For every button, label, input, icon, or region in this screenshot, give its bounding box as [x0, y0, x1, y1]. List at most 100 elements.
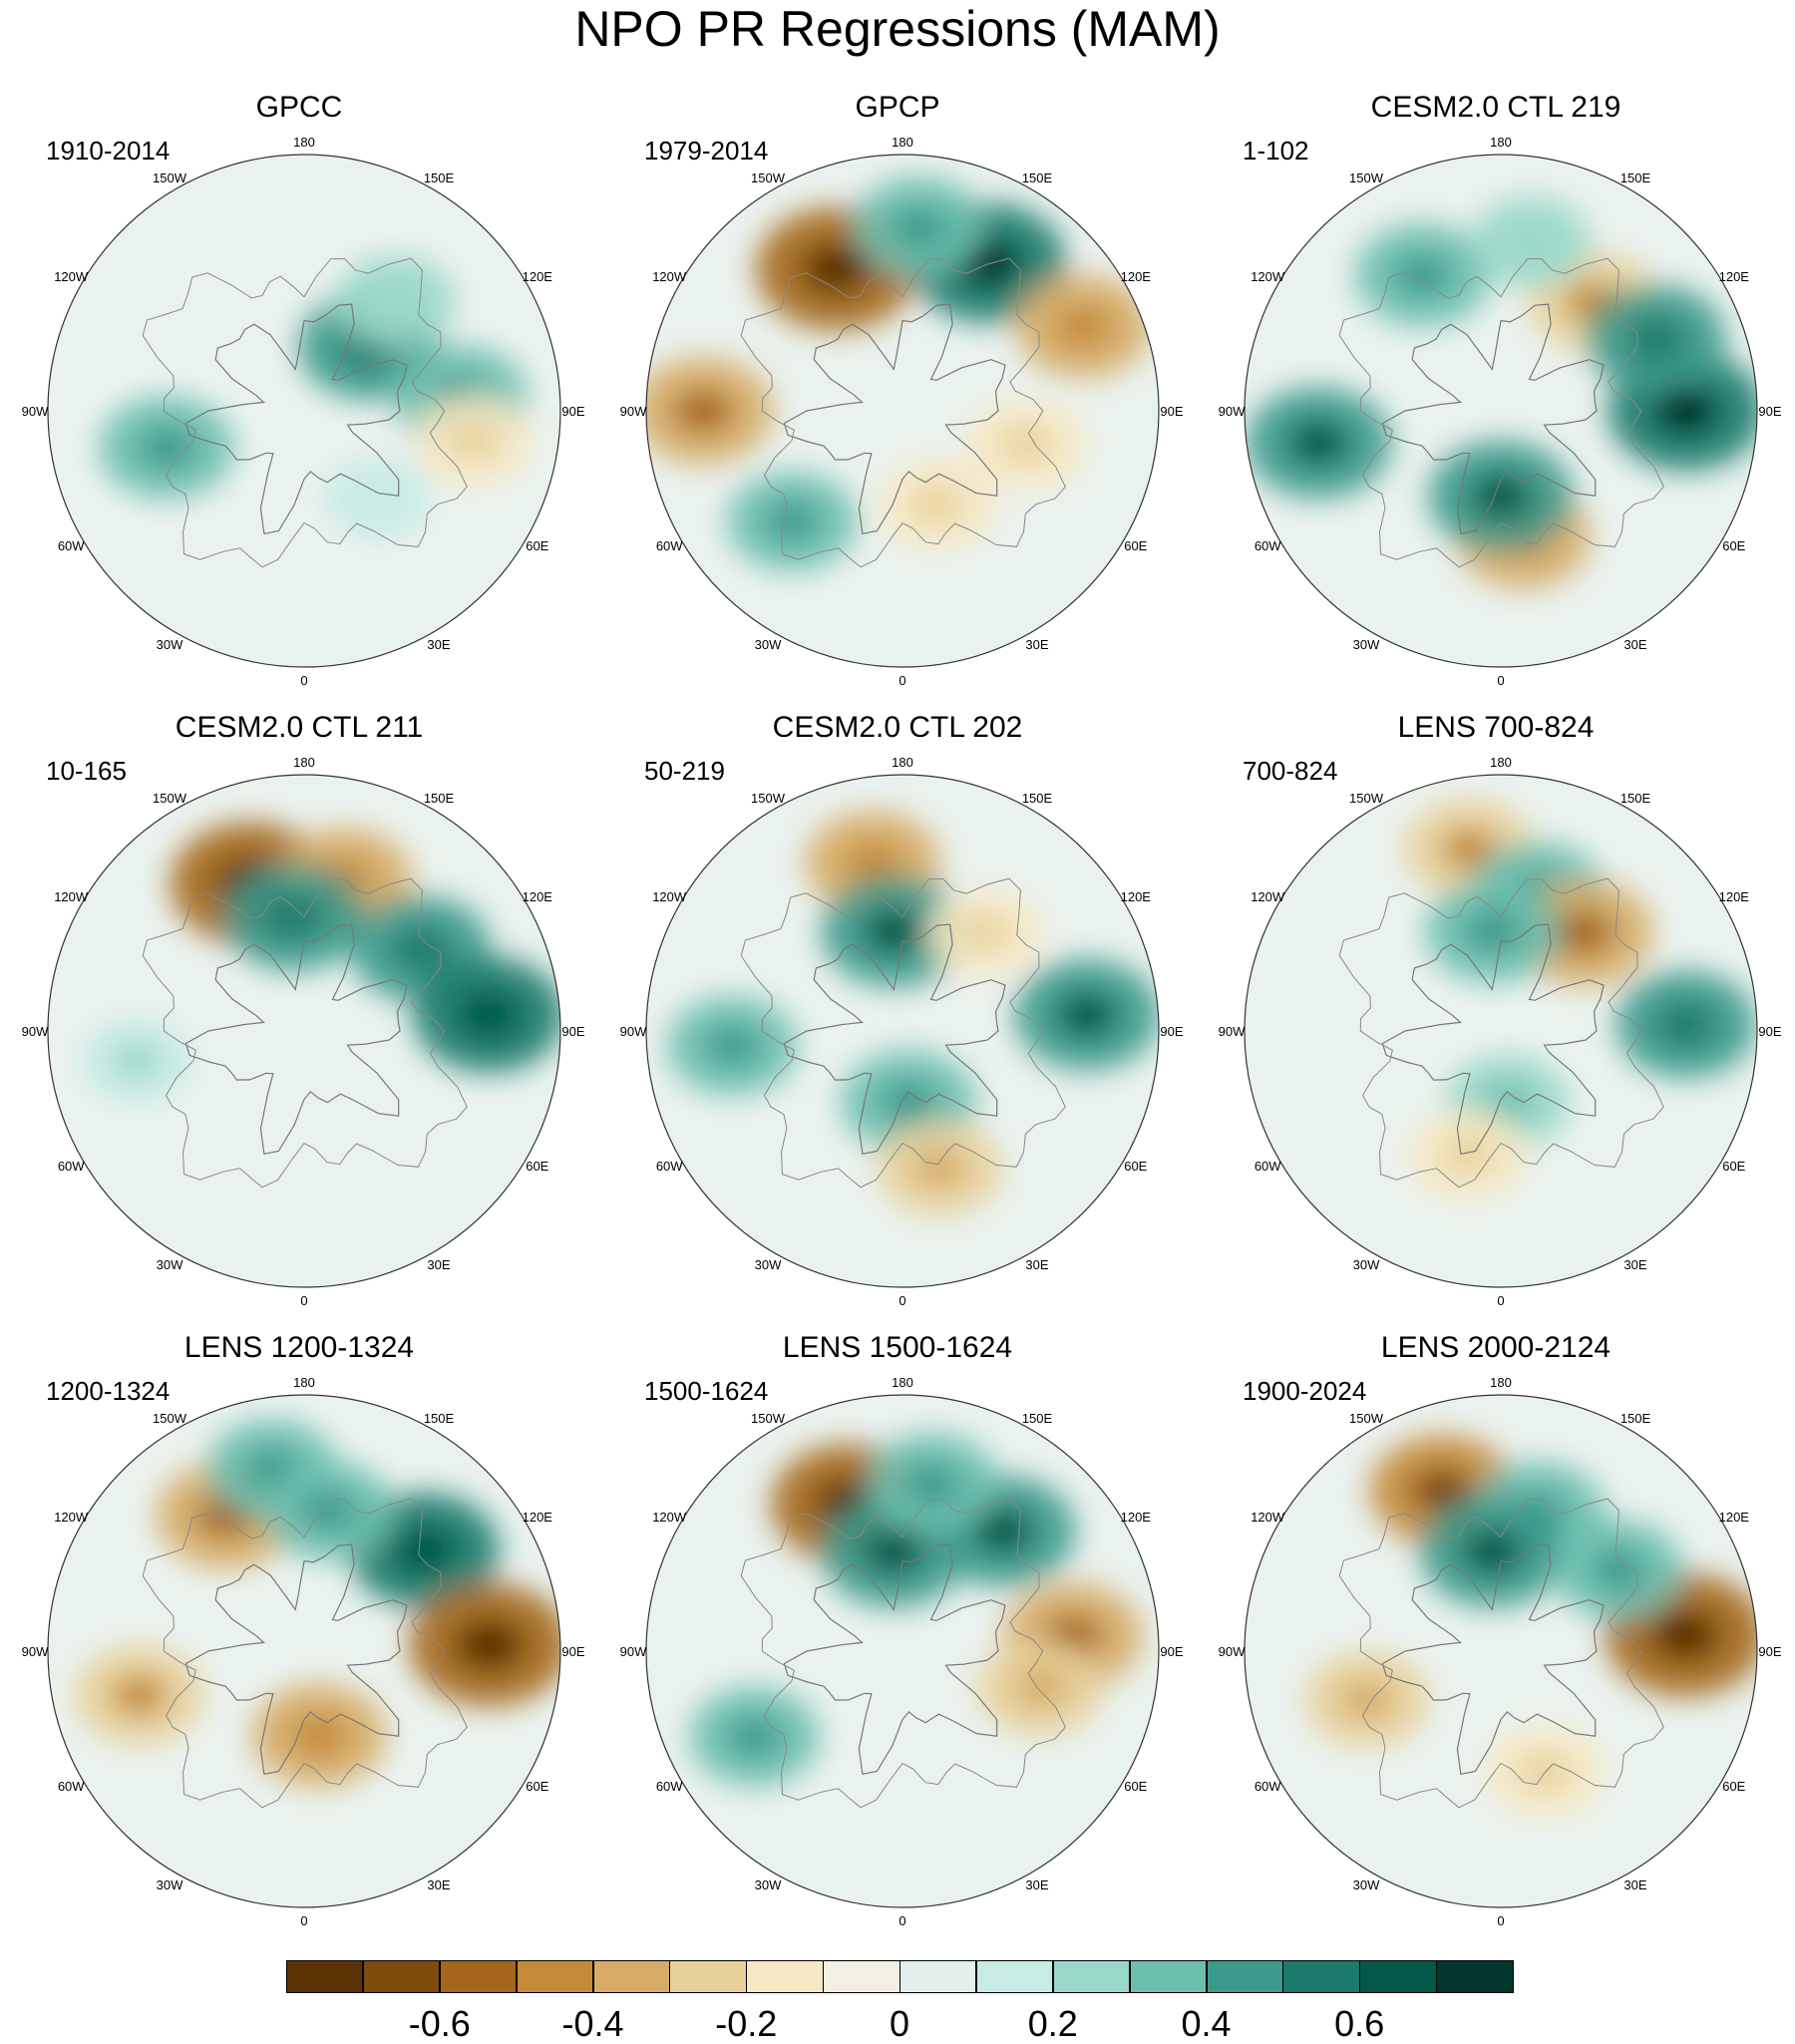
longitude-label: 90E	[1160, 404, 1183, 419]
map-border	[47, 774, 561, 1288]
map-panel: 180 150E 120E 90E 60E 30E 0 30W 60W 90W 120W 150W CE…	[598, 710, 1197, 1328]
longitude-label: 120E	[523, 269, 553, 284]
anomaly-core	[1652, 387, 1719, 435]
coastline	[184, 923, 408, 1156]
longitude-label: 0	[898, 1293, 905, 1308]
longitude-label: 60E	[1124, 1779, 1147, 1794]
longitude-label: 60W	[1255, 1779, 1281, 1794]
anomaly-core	[1287, 420, 1349, 466]
anomaly-core	[1054, 305, 1112, 348]
coastline	[783, 923, 1006, 1156]
longitude-label: 30E	[1623, 637, 1646, 652]
longitude-label: 30E	[1623, 1257, 1646, 1272]
coastline	[740, 1498, 1066, 1809]
anomaly-core	[1480, 1082, 1534, 1122]
colorbar-swatch	[362, 1960, 441, 1993]
polar-map: 180 150E 120E 90E 60E 30E 0 30W 60W 90W 120W 150W	[22, 1375, 585, 1928]
map-border	[645, 154, 1160, 668]
longitude-label: 60W	[1255, 1159, 1281, 1174]
longitude-label: 90W	[1219, 1644, 1246, 1659]
longitude-label: 30E	[427, 1257, 450, 1272]
longitude-label: 120E	[523, 1510, 553, 1525]
colorbar-swatch	[669, 1960, 747, 1993]
coastline	[142, 1498, 468, 1809]
map-panel: 180 150E 120E 90E 60E 30E 0 30W 60W 90W 120W 150W GP…	[0, 90, 598, 708]
coastline	[184, 303, 408, 535]
anomaly-core	[863, 1530, 925, 1574]
period-label: 1500-1624	[644, 1376, 769, 1406]
longitude-label: 180	[1490, 135, 1512, 150]
colorbar-tick-label: -0.6	[408, 2003, 471, 2044]
longitude-label: 120W	[652, 269, 687, 284]
map-border	[47, 154, 561, 668]
panel-title: GPCC	[255, 91, 343, 124]
period-label: 10-165	[46, 756, 127, 786]
anomaly-core	[802, 243, 871, 294]
map-border	[645, 1394, 1160, 1908]
anomaly-core	[1590, 1549, 1645, 1590]
longitude-label: 90E	[1758, 1644, 1781, 1659]
longitude-label: 0	[1497, 1913, 1504, 1928]
longitude-label: 120E	[523, 889, 553, 904]
coastline	[783, 1543, 1006, 1776]
anomaly-core	[910, 486, 962, 523]
colorbar-tick-label: 0.2	[1027, 2003, 1078, 2044]
colorbar-tick-label: 0.4	[1181, 2003, 1232, 2044]
longitude-label: 60E	[526, 1159, 548, 1174]
longitude-label: 30W	[157, 637, 183, 652]
polar-map: 180 150E 120E 90E 60E 30E 0 30W 60W 90W 120W 150W	[1219, 135, 1782, 688]
longitude-label: 150E	[424, 791, 455, 806]
colorbar-swatch	[823, 1960, 900, 1993]
panel-title: CESM2.0 CTL 219	[1370, 91, 1621, 124]
colorbar-swatch	[899, 1960, 977, 1993]
longitude-label: 90W	[22, 1024, 49, 1039]
longitude-label: 0	[300, 1913, 307, 1928]
map-border	[645, 774, 1160, 1288]
longitude-label: 0	[898, 673, 905, 688]
anomaly-core	[264, 895, 324, 939]
anomaly-core	[1461, 1530, 1524, 1574]
map-border	[47, 1394, 561, 1908]
polar-map: 180 150E 120E 90E 60E 30E 0 30W 60W 90W 120W 150W	[620, 755, 1184, 1308]
longitude-label: 120E	[1121, 269, 1152, 284]
map-panel: 180 150E 120E 90E 60E 30E 0 30W 60W 90W 120W 150W CE…	[0, 710, 598, 1328]
longitude-label: 150W	[751, 791, 786, 806]
panel-title: LENS 1500-1624	[782, 1331, 1013, 1364]
panel-title: LENS 2000-2124	[1380, 1331, 1612, 1364]
longitude-label: 30E	[1025, 1257, 1048, 1272]
coastline	[740, 877, 1066, 1189]
anomaly-core	[112, 1675, 167, 1716]
longitude-label: 0	[300, 673, 307, 688]
longitude-label: 90E	[561, 1644, 584, 1659]
longitude-label: 60E	[526, 1779, 548, 1794]
anomaly-core	[904, 1463, 960, 1504]
longitude-label: 180	[892, 135, 913, 150]
longitude-label: 90W	[1219, 404, 1246, 419]
anomaly-core	[391, 927, 451, 971]
longitude-label: 90E	[1160, 1024, 1183, 1039]
longitude-label: 30E	[1025, 637, 1048, 652]
anomaly-core	[457, 991, 521, 1038]
anomaly-core	[880, 1081, 937, 1123]
longitude-label: 0	[1497, 673, 1504, 688]
longitude-label: 150E	[1022, 170, 1053, 185]
longitude-label: 0	[1497, 1293, 1504, 1308]
longitude-label: 90W	[22, 404, 49, 419]
longitude-label: 150W	[153, 1411, 187, 1426]
longitude-label: 60E	[526, 538, 548, 553]
longitude-label: 90E	[561, 1024, 584, 1039]
longitude-label: 150W	[1349, 1411, 1384, 1426]
longitude-label: 180	[293, 135, 315, 150]
longitude-label: 0	[898, 1913, 905, 1928]
period-label: 50-219	[644, 756, 725, 786]
longitude-label: 90E	[1758, 404, 1781, 419]
coastline	[1338, 877, 1664, 1189]
anomaly-core	[1505, 223, 1557, 261]
period-label: 1979-2014	[644, 136, 769, 166]
coastline	[1381, 303, 1605, 535]
longitude-label: 60W	[58, 1779, 85, 1794]
polar-map: 180 150E 120E 90E 60E 30E 0 30W 60W 90W 120W 150W	[22, 135, 585, 688]
anomaly-core	[1650, 1610, 1719, 1660]
colorbar-swatch	[592, 1960, 670, 1993]
period-label: 1900-2024	[1243, 1376, 1367, 1406]
